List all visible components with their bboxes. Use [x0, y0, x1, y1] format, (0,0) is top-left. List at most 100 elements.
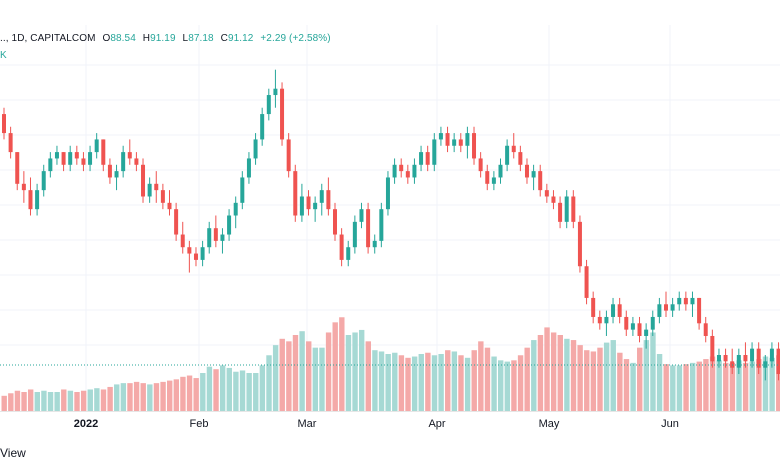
volume-bar [127, 383, 133, 411]
time-axis[interactable]: 2022 Feb Mar Apr May Jun [0, 411, 780, 438]
volume-bar [153, 383, 160, 411]
candle-body [564, 196, 569, 222]
candle-body [458, 139, 463, 146]
candle-body [141, 164, 146, 197]
volume-bar [716, 360, 722, 411]
volume-bar [431, 355, 438, 411]
volume-bar [458, 355, 464, 411]
volume-bar [325, 332, 332, 411]
low-label: L [182, 33, 189, 44]
candle-body [405, 171, 410, 178]
candle-body [703, 323, 708, 336]
candle-body [425, 152, 430, 165]
candle-body [385, 177, 390, 210]
candle-body [683, 297, 688, 305]
volume-bar [703, 359, 709, 411]
candle-body [121, 152, 126, 172]
volume-bar [531, 340, 537, 411]
close-value: 91.12 [227, 33, 254, 44]
volume-bar [676, 365, 683, 411]
volume-bar [564, 338, 570, 411]
candle-body [670, 304, 675, 311]
candle-body [28, 190, 33, 210]
volume-bar [193, 378, 199, 411]
volume-bar [54, 392, 60, 411]
volume-bar [94, 388, 100, 411]
volume-bar [411, 356, 418, 411]
candle-body [107, 164, 112, 178]
volume-bar [74, 392, 80, 411]
volume-bar [352, 332, 358, 411]
candle-body [74, 152, 79, 159]
close-label: C [220, 33, 228, 44]
candle-body [650, 316, 655, 330]
volume-bar [511, 360, 517, 411]
price-change: +2.29 (+2.58%) [260, 33, 331, 44]
high-value: 91.19 [150, 33, 176, 44]
volume-bar [67, 390, 74, 411]
volume-bar [358, 329, 365, 411]
candle-body [366, 209, 371, 248]
volume-bar [167, 380, 173, 411]
volume-bar [345, 335, 352, 411]
candle-body [379, 209, 384, 241]
volume-bar [286, 341, 292, 411]
chart-svg[interactable] [0, 25, 780, 411]
candle-body [624, 316, 629, 330]
volume-bar [544, 327, 550, 411]
high-label: H [142, 33, 151, 44]
volume-bar [239, 370, 246, 411]
candle-body [160, 190, 165, 203]
volume-bar [140, 383, 146, 411]
footer-view-text[interactable]: View [0, 446, 26, 460]
candle-body [432, 139, 437, 165]
volume-bar [21, 392, 27, 411]
candle-body [352, 221, 357, 248]
volume-bar [570, 340, 577, 411]
candle-body [412, 164, 417, 178]
volume-bar [663, 364, 669, 411]
candle-body [68, 152, 73, 165]
volume-bar [749, 361, 755, 411]
candle-body [419, 152, 424, 165]
candle-body [286, 139, 291, 172]
candle-body [220, 234, 225, 241]
candle-body [253, 139, 258, 159]
candle-body [54, 152, 59, 159]
volume-bar [378, 351, 385, 411]
volume-bar [14, 390, 21, 411]
candle-body [478, 158, 483, 172]
volume-bar [643, 340, 650, 411]
candle-body [15, 152, 20, 184]
candle-body [154, 183, 159, 191]
volume-bar [756, 359, 762, 411]
volume-bar [478, 341, 484, 411]
volume-bar [742, 362, 749, 411]
candle-body [544, 190, 549, 197]
x-tick-label: 2022 [73, 418, 99, 430]
candle-body [591, 297, 596, 317]
candle-body [584, 266, 589, 298]
volume-bar [385, 354, 391, 411]
volume-bar [173, 379, 180, 411]
volume-bar [34, 392, 40, 411]
candle-body [333, 209, 337, 235]
volume-bar [524, 347, 530, 411]
candle-body [35, 190, 40, 210]
x-tick-label: May [538, 418, 560, 430]
candle-body [339, 234, 344, 260]
interval: 1D [11, 33, 25, 44]
volume-bar [8, 393, 14, 411]
candle-body [597, 316, 602, 324]
candle-body [538, 171, 543, 191]
candle-body [174, 209, 179, 235]
chart-area[interactable] [0, 25, 780, 411]
volume-bar [498, 360, 504, 411]
volume-bar [306, 341, 312, 411]
candle-body [41, 171, 46, 191]
candle-body [187, 247, 192, 254]
x-tick-label: Jun [661, 418, 679, 430]
candle-body [94, 139, 99, 153]
candle-body [200, 247, 205, 260]
volume-bar [246, 373, 252, 411]
